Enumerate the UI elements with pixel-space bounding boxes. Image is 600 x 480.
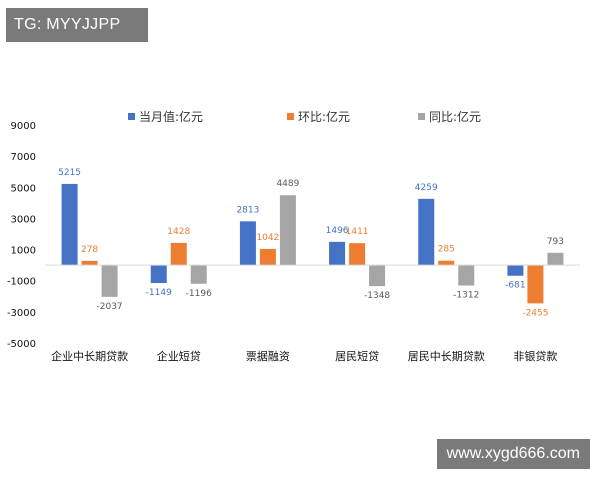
- y-tick-label: 7000: [11, 152, 36, 163]
- data-label: 793: [547, 237, 564, 247]
- data-label: 1496: [326, 226, 349, 236]
- bar: [170, 242, 187, 266]
- bar: [507, 265, 524, 276]
- data-label: 1411: [346, 227, 369, 237]
- y-tick-label: 5000: [11, 183, 36, 194]
- legend-swatch: [128, 113, 135, 120]
- watermark-bottom: www.xygd666.com: [436, 439, 590, 469]
- bar: [150, 265, 167, 284]
- data-label: 4489: [276, 179, 299, 189]
- bar: [81, 260, 98, 266]
- category-label: 非银贷款: [513, 349, 557, 363]
- data-labels: 5215 278 -2037 -1149 1428 -1196 2813 1042 4489 14…: [58, 168, 564, 318]
- bar: [61, 183, 78, 266]
- x-axis: 企业中长期贷款 企业短贷 票据融资 居民短贷 居民中长期贷款 非银贷款: [45, 264, 580, 363]
- data-label: 2813: [236, 205, 259, 215]
- data-label: 1428: [167, 227, 190, 237]
- category-label: 居民短贷: [335, 349, 379, 363]
- data-label: -1149: [146, 288, 172, 298]
- category-label: 企业短贷: [157, 349, 201, 363]
- bar: [349, 243, 366, 266]
- data-label: 5215: [58, 168, 81, 178]
- bar: [547, 252, 564, 266]
- chart-bars: [61, 183, 564, 304]
- y-axis: 9000 7000 5000 3000 1000 -1000 -3000 -5000: [7, 121, 36, 350]
- bar: [279, 195, 296, 266]
- legend-label: 环比:亿元: [298, 109, 350, 124]
- legend-label: 同比:亿元: [429, 109, 481, 124]
- y-tick-label: -3000: [7, 308, 36, 319]
- bar: [239, 221, 256, 266]
- y-tick-label: 9000: [11, 121, 36, 132]
- bar: [418, 198, 435, 266]
- bar: [329, 241, 346, 266]
- data-label: -681: [505, 281, 525, 291]
- legend-label: 当月值:亿元: [139, 109, 203, 124]
- bar: [458, 265, 475, 286]
- category-label: 居民中长期贷款: [408, 349, 485, 363]
- bar: [190, 265, 207, 284]
- data-label: -1348: [364, 291, 390, 301]
- bar: [369, 265, 386, 287]
- y-tick-label: -1000: [7, 277, 36, 288]
- y-tick-label: 1000: [11, 246, 36, 257]
- data-label: -1196: [186, 289, 212, 299]
- y-tick-label: -5000: [7, 339, 36, 350]
- data-label: -1312: [453, 291, 479, 301]
- legend-swatch: [287, 113, 294, 120]
- data-label: -2455: [522, 308, 548, 318]
- category-label: 票据融资: [246, 349, 290, 363]
- data-label: 278: [81, 245, 98, 255]
- data-label: 285: [438, 245, 455, 255]
- y-tick-label: 3000: [11, 214, 36, 225]
- data-label: 4259: [415, 183, 438, 193]
- data-label: -2037: [97, 302, 123, 312]
- bar: [527, 265, 544, 304]
- category-label: 企业中长期贷款: [51, 349, 128, 363]
- bar: [101, 265, 118, 297]
- watermark-top: TG: MYYJJPP: [6, 8, 148, 42]
- legend-swatch: [418, 113, 425, 120]
- bar: [438, 260, 455, 266]
- bar: [259, 248, 276, 266]
- data-label: 1042: [256, 233, 279, 243]
- chart-legend: 当月值:亿元 环比:亿元 同比:亿元: [128, 109, 481, 124]
